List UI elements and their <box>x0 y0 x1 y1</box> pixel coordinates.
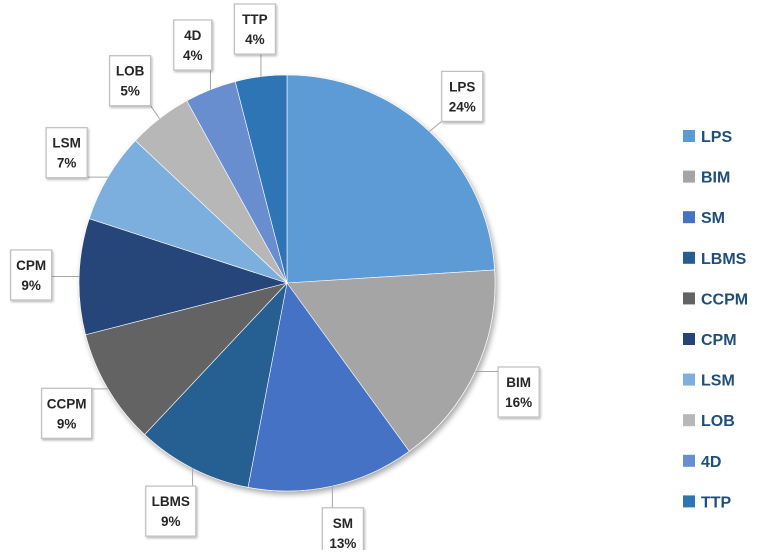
legend-label: LBMS <box>701 251 747 268</box>
data-label-category: CCPM <box>47 396 87 411</box>
legend-swatch <box>683 495 695 508</box>
data-label-percent: 5% <box>120 84 140 99</box>
legend-label: CPM <box>701 332 737 349</box>
data-label-cpm: CPM 9% <box>10 249 53 301</box>
legend-swatch <box>683 373 695 386</box>
data-label-lob: LOB 5% <box>108 55 152 107</box>
legend-item-cpm: CPM <box>683 332 737 349</box>
data-label-percent: 9% <box>161 514 181 529</box>
legend-item-ttp: TTP <box>683 494 732 511</box>
data-label-box <box>441 70 484 122</box>
data-label-percent: 9% <box>57 416 77 431</box>
chart-legend: LPS BIM SM LBMS CCPM CPM LSM LOB 4D TTP <box>683 129 748 511</box>
pie-slice-lps <box>286 74 495 284</box>
legend-item-lob: LOB <box>683 413 735 430</box>
data-label-box <box>233 3 277 55</box>
legend-swatch <box>683 333 695 345</box>
data-label-bim: BIM 16% <box>497 366 540 418</box>
legend-label: SM <box>701 210 725 227</box>
data-label-ccpm: CCPM 9% <box>41 387 93 439</box>
legend-item-lbms: LBMS <box>683 251 747 268</box>
data-label-box <box>145 485 197 537</box>
legend-swatch <box>683 211 695 224</box>
data-label-percent: 9% <box>21 278 41 293</box>
data-label-percent: 4% <box>245 32 265 47</box>
legend-item-ccpm: CCPM <box>683 291 748 308</box>
legend-item-lps: LPS <box>683 129 732 146</box>
data-label-category: SM <box>333 516 353 531</box>
pie-data-labels: LPS24%BIM16%SM13%LBMS9%CCPM9%CPM9%LSM7%L… <box>10 3 540 555</box>
data-label-category: 4D <box>184 28 202 43</box>
leader-line-lob <box>150 105 160 119</box>
leader-line-lps <box>429 120 443 132</box>
data-label-ttp: TTP 4% <box>233 3 277 55</box>
pie-slice-ttp <box>234 74 288 284</box>
data-label-category: BIM <box>506 375 531 390</box>
data-label-box <box>10 249 53 301</box>
data-label-percent: 13% <box>329 536 356 550</box>
data-label-box <box>497 366 540 418</box>
data-label-category: CPM <box>16 258 46 273</box>
data-label-box <box>108 55 152 107</box>
pie-slices <box>78 74 496 492</box>
data-label-percent: 16% <box>505 395 532 410</box>
data-label-category: LSM <box>52 136 81 151</box>
pie-slice-sm <box>247 282 410 492</box>
legend-label: TTP <box>701 494 732 511</box>
data-label-category: LBMS <box>152 494 190 509</box>
data-label-category: LOB <box>116 64 145 79</box>
legend-swatch <box>683 170 695 183</box>
legend-swatch <box>683 292 695 305</box>
legend-label: BIM <box>701 170 730 187</box>
legend-swatch <box>683 130 695 142</box>
data-label-4d: 4D4% <box>173 19 213 71</box>
data-label-box <box>321 507 364 555</box>
legend-swatch <box>683 454 695 467</box>
data-label-percent: 7% <box>57 156 77 171</box>
data-label-box <box>45 127 88 179</box>
data-label-lbms: LBMS 9% <box>145 485 197 537</box>
legend-label: LSM <box>701 373 735 390</box>
data-label-sm: SM 13% <box>321 507 364 555</box>
legend-item-sm: SM <box>683 210 725 227</box>
data-label-category: TTP <box>242 12 268 27</box>
legend-swatch <box>683 414 695 427</box>
data-label-box <box>173 19 213 71</box>
legend-label: 4D <box>701 454 721 471</box>
legend-item-lsm: LSM <box>683 373 735 390</box>
legend-item-4d: 4D <box>683 454 721 471</box>
legend-label: LPS <box>701 129 732 146</box>
data-label-percent: 24% <box>449 99 476 114</box>
legend-item-bim: BIM <box>683 170 730 187</box>
data-label-category: LPS <box>449 79 475 94</box>
data-label-box <box>41 387 93 439</box>
legend-swatch <box>683 251 695 264</box>
legend-label: LOB <box>701 413 735 430</box>
pie-leader-lines <box>51 54 499 508</box>
data-label-lps: LPS 24% <box>441 70 484 122</box>
data-label-percent: 4% <box>183 48 203 63</box>
data-label-lsm: LSM 7% <box>45 127 88 179</box>
legend-label: CCPM <box>701 291 748 308</box>
